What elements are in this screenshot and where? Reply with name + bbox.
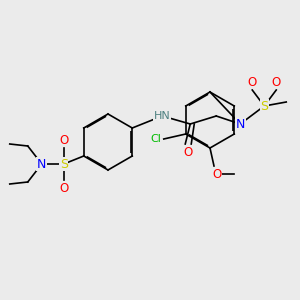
Text: S: S bbox=[260, 100, 268, 112]
Text: N: N bbox=[37, 158, 46, 170]
Text: HN: HN bbox=[154, 111, 171, 121]
Text: O: O bbox=[59, 134, 68, 146]
Text: O: O bbox=[248, 76, 257, 88]
Text: O: O bbox=[212, 167, 222, 181]
Text: O: O bbox=[59, 182, 68, 194]
Text: O: O bbox=[184, 146, 193, 160]
Text: N: N bbox=[236, 118, 245, 130]
Text: O: O bbox=[272, 76, 281, 88]
Text: Cl: Cl bbox=[150, 134, 161, 144]
Text: S: S bbox=[60, 158, 68, 170]
